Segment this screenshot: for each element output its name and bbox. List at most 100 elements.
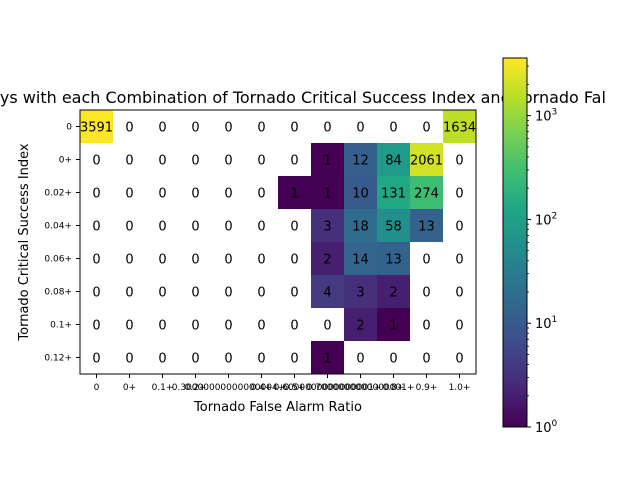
heatmap-cell bbox=[311, 275, 344, 308]
cell-value-label: 0 bbox=[125, 352, 133, 367]
cell-value-label: 0 bbox=[422, 253, 430, 268]
y-tick-label: 0.1+ bbox=[50, 321, 72, 331]
heatmap-cell bbox=[344, 242, 377, 275]
heatmap-cell bbox=[113, 308, 146, 341]
cell-value-label: 2 bbox=[356, 319, 364, 334]
cell-value-label: 0 bbox=[191, 286, 199, 301]
cell-value-label: 0 bbox=[191, 187, 199, 202]
heatmap-cell bbox=[278, 209, 311, 242]
cell-value-label: 0 bbox=[290, 286, 298, 301]
cell-value-label: 0 bbox=[422, 319, 430, 334]
cell-value-label: 0 bbox=[125, 286, 133, 301]
cell-value-label: 3 bbox=[356, 286, 364, 301]
cell-value-label: 0 bbox=[455, 352, 463, 367]
heatmap-cell bbox=[146, 110, 179, 143]
heatmap-cell bbox=[377, 275, 410, 308]
heatmap-cell bbox=[344, 275, 377, 308]
cell-value-label: 0 bbox=[257, 352, 265, 367]
heatmap-cell bbox=[278, 308, 311, 341]
colorbar-tick-label: 102 bbox=[535, 211, 557, 228]
heatmap-cell bbox=[146, 308, 179, 341]
cell-value-label: 0 bbox=[92, 286, 100, 301]
cell-value-label: 10 bbox=[352, 187, 369, 202]
heatmap-cell bbox=[179, 242, 212, 275]
cell-value-label: 0 bbox=[125, 154, 133, 169]
cell-value-label: 0 bbox=[158, 352, 166, 367]
cell-value-label: 0 bbox=[257, 319, 265, 334]
y-tick-label: 0.12+ bbox=[44, 354, 72, 364]
heatmap-cell bbox=[146, 176, 179, 209]
heatmap-cell bbox=[410, 308, 443, 341]
heatmap-cell bbox=[410, 176, 443, 209]
heatmap-cell bbox=[179, 176, 212, 209]
x-axis-ticks: 0 0+ 0.1+ 0.2+0.30000000000000004+0.4+ 0.5+0… bbox=[94, 374, 471, 393]
x-tick-label: 0 bbox=[94, 383, 100, 393]
x-tick-label: 0.1+ bbox=[152, 383, 174, 393]
heatmap-cell bbox=[410, 209, 443, 242]
cell-value-label: 14 bbox=[352, 253, 369, 268]
cell-value-label: 13 bbox=[418, 220, 435, 235]
cell-value-label: 1 bbox=[323, 187, 331, 202]
cell-value-label: 0 bbox=[389, 121, 397, 136]
cell-value-label: 1 bbox=[323, 154, 331, 169]
cell-value-label: 0 bbox=[455, 154, 463, 169]
x-tick-label: 1.0+ bbox=[449, 383, 471, 393]
heatmap-cell bbox=[212, 143, 245, 176]
heatmap-cell bbox=[179, 275, 212, 308]
heatmap-cell bbox=[245, 341, 278, 374]
heatmap-cell bbox=[146, 275, 179, 308]
heatmap-cell bbox=[377, 308, 410, 341]
heatmap-cell bbox=[278, 143, 311, 176]
heatmap-cell bbox=[278, 110, 311, 143]
cell-value-label: 0 bbox=[191, 121, 199, 136]
x-tick-label: 0.6000000000000001+ bbox=[274, 383, 382, 393]
cell-value-label: 0 bbox=[290, 220, 298, 235]
heatmap-cell bbox=[377, 110, 410, 143]
cell-value-label: 0 bbox=[125, 121, 133, 136]
heatmap-cell bbox=[146, 143, 179, 176]
y-axis-label: Tornado Critical Success Index bbox=[17, 143, 32, 342]
heatmap-cell bbox=[80, 110, 113, 143]
cell-value-label: 58 bbox=[385, 220, 402, 235]
cell-value-label: 274 bbox=[414, 187, 439, 202]
heatmap-cell bbox=[179, 110, 212, 143]
cell-value-label: 0 bbox=[257, 220, 265, 235]
cell-value-label: 0 bbox=[125, 253, 133, 268]
heatmap-cell bbox=[278, 242, 311, 275]
heatmap-cell bbox=[146, 341, 179, 374]
cell-value-label: 0 bbox=[224, 220, 232, 235]
y-tick-label: 0.02+ bbox=[44, 189, 72, 199]
y-tick-label: 0.04+ bbox=[44, 222, 72, 232]
heatmap-cell bbox=[344, 209, 377, 242]
cell-value-label: 1 bbox=[290, 187, 298, 202]
heatmap-cell bbox=[146, 209, 179, 242]
heatmap-cell bbox=[113, 143, 146, 176]
colorbar bbox=[502, 57, 528, 428]
cell-value-label: 0 bbox=[257, 286, 265, 301]
heatmap-cell bbox=[311, 209, 344, 242]
heatmap-cell bbox=[311, 143, 344, 176]
cell-value-label: 0 bbox=[92, 352, 100, 367]
cell-value-label: 0 bbox=[290, 253, 298, 268]
cell-value-label: 0 bbox=[92, 187, 100, 202]
heatmap-cell bbox=[311, 110, 344, 143]
heatmap-cell bbox=[377, 209, 410, 242]
cell-value-label: 0 bbox=[422, 121, 430, 136]
heatmap-cell bbox=[212, 209, 245, 242]
colorbar-gradient bbox=[502, 57, 528, 428]
heatmap-cell bbox=[410, 143, 443, 176]
heatmap-cell bbox=[113, 242, 146, 275]
cell-value-label: 0 bbox=[224, 253, 232, 268]
cell-value-label: 0 bbox=[455, 319, 463, 334]
heatmap-cell bbox=[311, 242, 344, 275]
x-tick-label: 0+ bbox=[123, 383, 136, 393]
x-tick-label: 0.8+ bbox=[383, 383, 405, 393]
heatmap-cell bbox=[179, 143, 212, 176]
cell-value-label: 0 bbox=[290, 121, 298, 136]
heatmap-cell bbox=[80, 341, 113, 374]
heatmap-cell bbox=[212, 308, 245, 341]
cell-value-label: 0 bbox=[422, 286, 430, 301]
heatmap-cell bbox=[146, 242, 179, 275]
